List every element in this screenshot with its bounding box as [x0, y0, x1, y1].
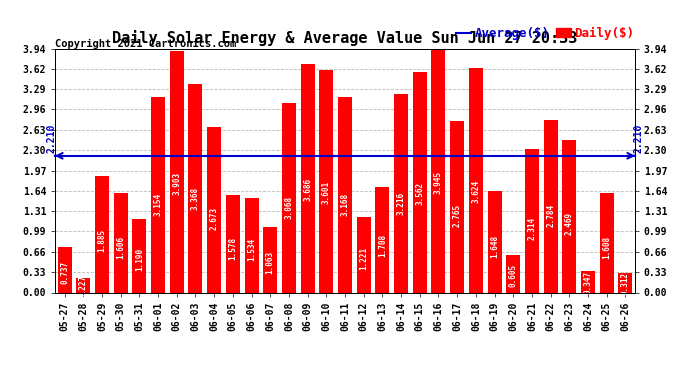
- Text: 1.190: 1.190: [135, 248, 144, 271]
- Bar: [207, 127, 221, 292]
- Bar: [170, 51, 184, 292]
- Text: 3.154: 3.154: [154, 193, 163, 216]
- Text: 2.784: 2.784: [546, 203, 555, 226]
- Bar: [506, 255, 520, 292]
- Text: 1.534: 1.534: [247, 238, 256, 261]
- Text: 2.765: 2.765: [453, 204, 462, 227]
- Bar: [188, 84, 202, 292]
- Bar: [151, 98, 165, 292]
- Bar: [57, 247, 72, 292]
- Text: 1.606: 1.606: [116, 236, 125, 260]
- Text: 1.608: 1.608: [602, 236, 611, 259]
- Text: 1.708: 1.708: [378, 233, 387, 256]
- Bar: [95, 176, 109, 292]
- Text: 3.601: 3.601: [322, 181, 331, 204]
- Text: 0.737: 0.737: [60, 260, 69, 284]
- Bar: [226, 195, 240, 292]
- Text: 0.312: 0.312: [621, 272, 630, 296]
- Text: 3.068: 3.068: [284, 195, 293, 219]
- Bar: [132, 219, 146, 292]
- Bar: [244, 198, 259, 292]
- Text: 3.624: 3.624: [471, 180, 480, 203]
- Text: 3.945: 3.945: [434, 171, 443, 194]
- Text: 1.578: 1.578: [228, 237, 237, 260]
- Text: 2.210: 2.210: [633, 123, 643, 153]
- Bar: [413, 72, 427, 292]
- Bar: [525, 149, 539, 292]
- Bar: [114, 193, 128, 292]
- Text: 2.673: 2.673: [210, 207, 219, 230]
- Text: 1.648: 1.648: [490, 235, 499, 258]
- Text: 3.686: 3.686: [303, 178, 312, 201]
- Text: 0.347: 0.347: [584, 271, 593, 294]
- Text: 3.368: 3.368: [191, 187, 200, 210]
- Bar: [282, 103, 296, 292]
- Text: 2.210: 2.210: [47, 123, 57, 153]
- Title: Daily Solar Energy & Average Value Sun Jun 27 20:33: Daily Solar Energy & Average Value Sun J…: [112, 30, 578, 46]
- Bar: [338, 96, 352, 292]
- Bar: [375, 187, 389, 292]
- Bar: [263, 227, 277, 292]
- Bar: [319, 70, 333, 292]
- Text: 3.562: 3.562: [415, 182, 424, 205]
- Text: 1.063: 1.063: [266, 251, 275, 274]
- Text: 3.216: 3.216: [397, 191, 406, 214]
- Bar: [488, 190, 502, 292]
- Bar: [618, 273, 633, 292]
- Bar: [76, 279, 90, 292]
- Text: 1.221: 1.221: [359, 247, 368, 270]
- Bar: [357, 217, 371, 292]
- Bar: [581, 271, 595, 292]
- Bar: [469, 68, 483, 292]
- Bar: [301, 64, 315, 292]
- Text: 2.314: 2.314: [527, 216, 536, 240]
- Bar: [450, 122, 464, 292]
- Legend: Average($), Daily($): Average($), Daily($): [455, 27, 634, 40]
- Text: 3.168: 3.168: [340, 193, 350, 216]
- Text: 2.469: 2.469: [565, 212, 574, 236]
- Text: Copyright 2021 Cartronics.com: Copyright 2021 Cartronics.com: [55, 39, 237, 50]
- Bar: [544, 120, 558, 292]
- Bar: [600, 193, 614, 292]
- Bar: [394, 93, 408, 292]
- Bar: [562, 140, 576, 292]
- Bar: [431, 48, 446, 292]
- Text: 0.605: 0.605: [509, 264, 518, 287]
- Text: 0.227: 0.227: [79, 274, 88, 298]
- Text: 1.885: 1.885: [97, 228, 106, 252]
- Text: 3.903: 3.903: [172, 172, 181, 195]
